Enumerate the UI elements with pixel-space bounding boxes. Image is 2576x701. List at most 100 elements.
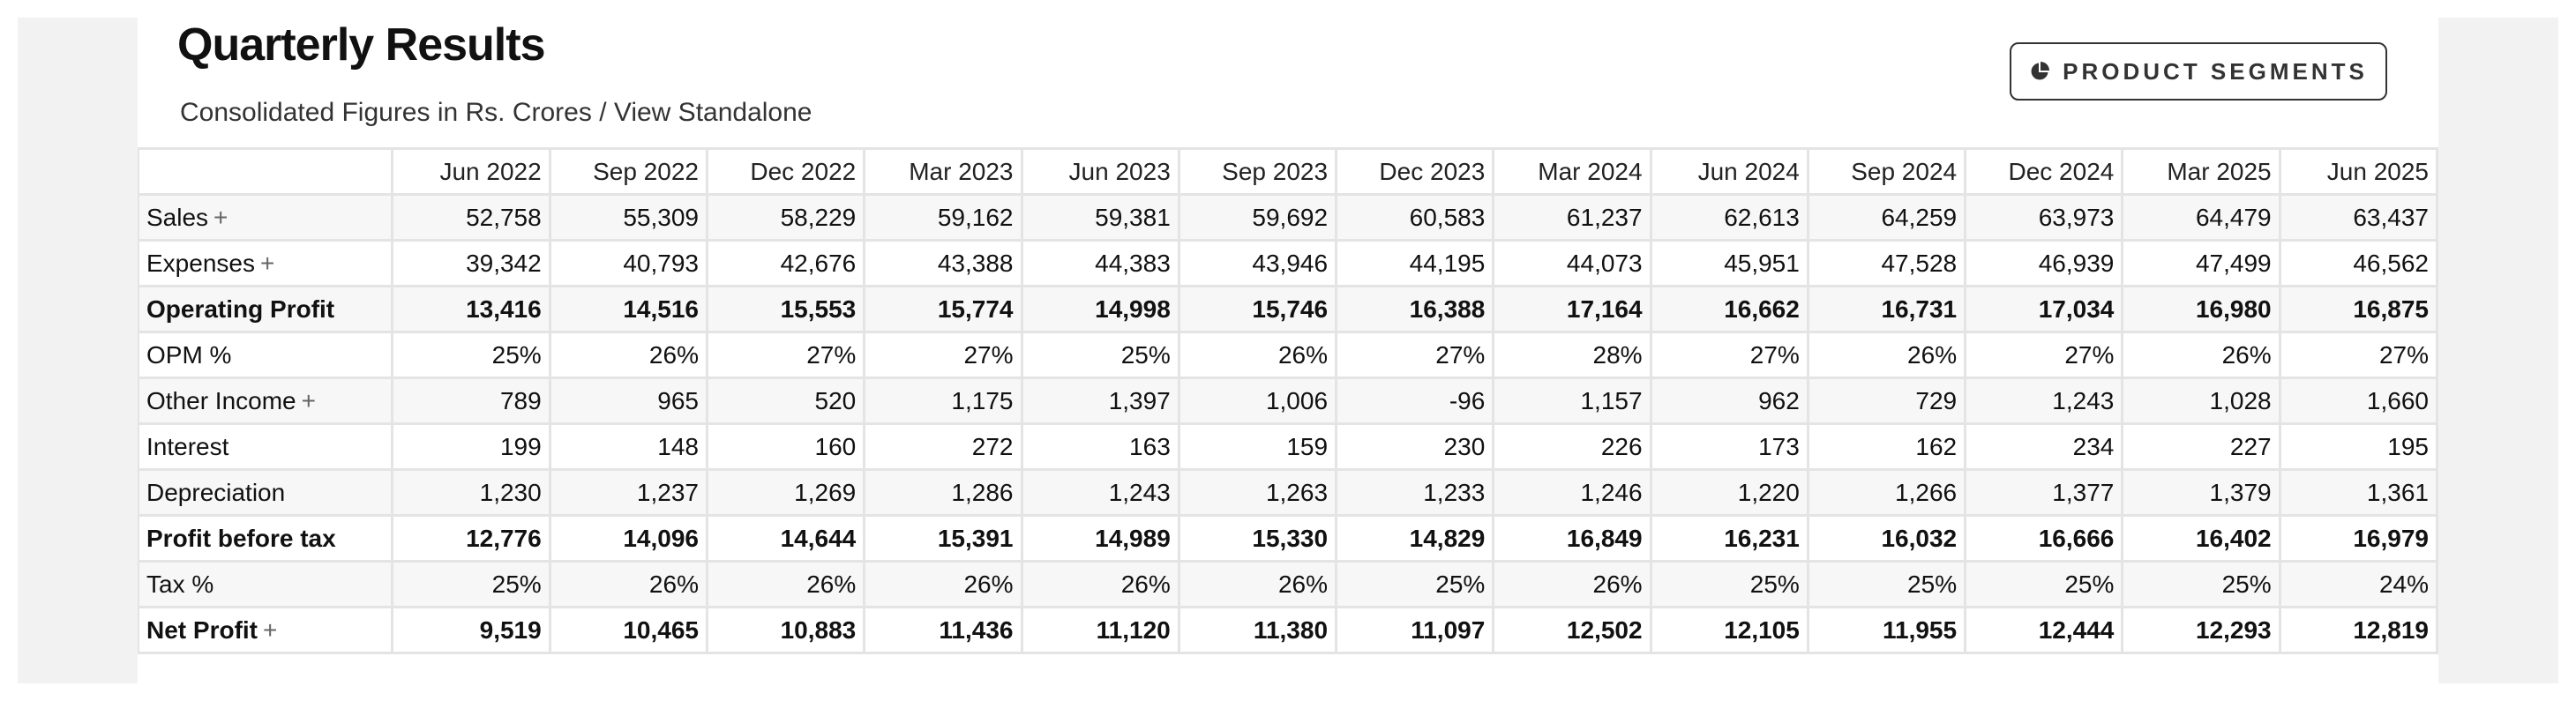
- table-cell: 14,989: [1020, 514, 1180, 563]
- table-cell: 17,034: [1964, 285, 2124, 333]
- row-label: Expenses: [146, 249, 255, 277]
- table-cell: 230: [1335, 422, 1495, 471]
- product-segments-button[interactable]: PRODUCT SEGMENTS: [2010, 42, 2387, 101]
- table-cell: 16,662: [1649, 285, 1809, 333]
- table-cell: 27%: [1649, 331, 1809, 379]
- column-header-quarter: Sep 2023: [1177, 147, 1338, 196]
- table-row: Sales +52,758 55,309 58,229 59,162 59,381 59,6…: [138, 193, 2438, 242]
- table-cell: 44,195: [1335, 239, 1495, 287]
- table-cell: 27%: [705, 331, 866, 379]
- table-cell: 24%: [2278, 560, 2438, 608]
- table-cell: 16,666: [1964, 514, 2124, 563]
- table-cell: 27%: [1964, 331, 2124, 379]
- table-cell: 59,381: [1020, 193, 1180, 242]
- table-cell: 15,774: [863, 285, 1023, 333]
- expand-row-button[interactable]: +: [301, 386, 316, 414]
- expand-row-button[interactable]: +: [259, 249, 275, 277]
- table-cell: 1,269: [705, 468, 866, 517]
- table-cell: 11,380: [1177, 606, 1338, 654]
- table-cell: 12,776: [391, 514, 551, 563]
- row-label-cell[interactable]: Expenses +: [138, 239, 394, 287]
- column-header-quarter: Dec 2023: [1335, 147, 1495, 196]
- table-cell: 26%: [548, 560, 708, 608]
- table-cell: 1,157: [1492, 377, 1652, 425]
- table-cell: 11,120: [1020, 606, 1180, 654]
- table-cell: 965: [548, 377, 708, 425]
- row-label-cell[interactable]: Sales +: [138, 193, 394, 242]
- table-row: Expenses +39,342 40,793 42,676 43,388 44,383 4…: [138, 239, 2438, 287]
- table-cell: 25%: [1335, 560, 1495, 608]
- column-header-quarter: Mar 2024: [1492, 147, 1652, 196]
- table-cell: 25%: [2121, 560, 2281, 608]
- expand-row-button[interactable]: +: [263, 615, 278, 644]
- table-cell: 28%: [1492, 331, 1652, 379]
- table-cell: 1,243: [1964, 377, 2124, 425]
- product-segments-label: PRODUCT SEGMENTS: [2063, 57, 2368, 85]
- table-cell: 1,263: [1177, 468, 1338, 517]
- table-cell: 27%: [1335, 331, 1495, 379]
- table-cell: 16,849: [1492, 514, 1652, 563]
- table-cell: 14,096: [548, 514, 708, 563]
- column-header-quarter: Dec 2024: [1964, 147, 2124, 196]
- table-cell: 14,829: [1335, 514, 1495, 563]
- table-cell: 45,951: [1649, 239, 1809, 287]
- table-row: Depreciation 1,230 1,237 1,269 1,286 1,243 1,2…: [138, 468, 2438, 517]
- table-cell: 63,437: [2278, 193, 2438, 242]
- row-label: OPM %: [146, 340, 232, 369]
- table-cell: 162: [1806, 422, 1967, 471]
- table-cell: 1,246: [1492, 468, 1652, 517]
- table-cell: 10,465: [548, 606, 708, 654]
- table-cell: 1,243: [1020, 468, 1180, 517]
- column-header-quarter: Mar 2023: [863, 147, 1023, 196]
- table-cell: 729: [1806, 377, 1967, 425]
- row-label: Profit before tax: [146, 524, 336, 552]
- table-cell: 46,939: [1964, 239, 2124, 287]
- table-cell: 195: [2278, 422, 2438, 471]
- table-cell: 962: [1649, 377, 1809, 425]
- table-cell: 14,644: [705, 514, 866, 563]
- row-label-cell[interactable]: Net Profit +: [138, 606, 394, 654]
- table-cell: 15,391: [863, 514, 1023, 563]
- column-header-quarter: Jun 2025: [2278, 147, 2438, 196]
- table-cell: 39,342: [391, 239, 551, 287]
- table-cell: 12,502: [1492, 606, 1652, 654]
- table-cell: 46,562: [2278, 239, 2438, 287]
- table-cell: 15,746: [1177, 285, 1338, 333]
- table-cell: 1,397: [1020, 377, 1180, 425]
- table-cell: 26%: [1020, 560, 1180, 608]
- table-cell: 789: [391, 377, 551, 425]
- table-cell: 61,237: [1492, 193, 1652, 242]
- table-cell: 11,436: [863, 606, 1023, 654]
- row-label: Sales: [146, 203, 209, 231]
- table-cell: 148: [548, 422, 708, 471]
- table-cell: 1,286: [863, 468, 1023, 517]
- table-cell: 173: [1649, 422, 1809, 471]
- table-cell: 159: [1177, 422, 1338, 471]
- table-cell: 55,309: [548, 193, 708, 242]
- table-cell: 15,330: [1177, 514, 1338, 563]
- table-cell: 26%: [863, 560, 1023, 608]
- row-label-cell: OPM %: [138, 331, 394, 379]
- table-cell: 16,875: [2278, 285, 2438, 333]
- table-cell: 64,259: [1806, 193, 1967, 242]
- table-cell: 15,553: [705, 285, 866, 333]
- table-cell: 60,583: [1335, 193, 1495, 242]
- table-cell: 25%: [391, 560, 551, 608]
- table-cell: 1,175: [863, 377, 1023, 425]
- row-label-cell[interactable]: Other Income +: [138, 377, 394, 425]
- section-subtitle: Consolidated Figures in Rs. Crores / Vie…: [180, 98, 812, 127]
- table-cell: 199: [391, 422, 551, 471]
- table-cell: 26%: [705, 560, 866, 608]
- table-cell: 26%: [1177, 331, 1338, 379]
- table-cell: 14,516: [548, 285, 708, 333]
- table-cell: 1,220: [1649, 468, 1809, 517]
- table-cell: 63,973: [1964, 193, 2124, 242]
- column-header-quarter: Sep 2022: [548, 147, 708, 196]
- row-label: Net Profit: [146, 615, 258, 644]
- table-cell: 26%: [1492, 560, 1652, 608]
- section-title: Quarterly Results: [177, 19, 545, 71]
- table-cell: 16,731: [1806, 285, 1967, 333]
- expand-row-button[interactable]: +: [213, 203, 228, 231]
- table-cell: 64,479: [2121, 193, 2281, 242]
- table-cell: -96: [1335, 377, 1495, 425]
